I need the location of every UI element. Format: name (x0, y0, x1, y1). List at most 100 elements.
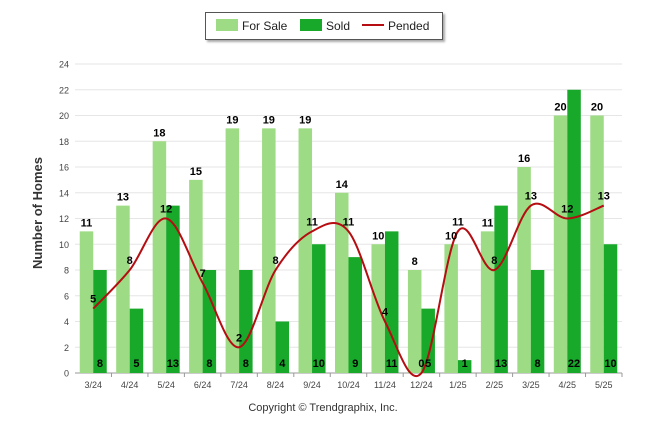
data-label-for-sale: 19 (263, 114, 275, 126)
bars (79, 89, 618, 373)
data-label-for-sale: 19 (299, 114, 311, 126)
bar-for-sale (225, 128, 240, 373)
bar-sold (348, 257, 362, 373)
bar-for-sale (371, 244, 385, 373)
bar-sold (166, 205, 180, 373)
y-tick-label: 16 (59, 163, 69, 173)
legend-swatch-sold (300, 19, 322, 31)
data-label-pended: 13 (598, 191, 610, 203)
x-tick-label: 5/24 (157, 380, 175, 390)
y-tick-label: 24 (59, 60, 69, 70)
bar-sold (494, 205, 508, 373)
data-label-sold: 5 (133, 358, 139, 370)
x-tick-label: 7/24 (230, 380, 248, 390)
bar-sold (275, 321, 290, 373)
x-tick-label: 4/25 (559, 380, 577, 390)
x-tick-label: 5/25 (595, 380, 613, 390)
legend: For Sale Sold Pended (205, 12, 443, 40)
y-tick-label: 14 (59, 188, 69, 198)
data-label-for-sale: 11 (81, 217, 93, 229)
bar-sold (312, 244, 326, 373)
data-label-sold: 8 (97, 358, 103, 370)
bar-sold (384, 231, 399, 373)
x-tick-label: 2/25 (486, 380, 504, 390)
x-tick-label: 12/24 (410, 380, 433, 390)
bar-sold (567, 89, 581, 373)
legend-swatch-for-sale (216, 19, 238, 31)
data-label-sold: 13 (167, 358, 179, 370)
data-label-pended: 12 (561, 204, 573, 216)
data-label-pended: 11 (452, 216, 464, 228)
y-tick-label: 0 (64, 369, 69, 379)
data-label-pended: 2 (236, 332, 242, 344)
x-tick-label: 9/24 (303, 380, 321, 390)
data-label-for-sale: 20 (554, 102, 566, 114)
data-label-pended: 11 (306, 216, 318, 228)
data-label-pended: 11 (343, 216, 355, 228)
data-label-pended: 8 (491, 255, 497, 267)
y-tick-label: 22 (59, 85, 69, 95)
x-tick-label: 10/24 (337, 380, 360, 390)
data-label-for-sale: 15 (190, 166, 202, 178)
data-label-sold: 8 (243, 358, 249, 370)
bar-sold (603, 244, 618, 373)
bar-for-sale (553, 115, 568, 373)
y-tick-label: 10 (59, 240, 69, 250)
data-label-for-sale: 20 (591, 102, 603, 114)
data-label-pended: 8 (127, 255, 133, 267)
bar-for-sale (262, 128, 276, 373)
bar-sold (202, 270, 217, 373)
data-label-pended: 4 (382, 307, 389, 319)
legend-swatch-pended (362, 24, 384, 26)
data-label-for-sale: 13 (117, 192, 129, 204)
bar-sold (530, 270, 545, 373)
y-tick-label: 18 (59, 137, 69, 147)
data-label-for-sale: 19 (226, 114, 238, 126)
x-tick-label: 6/24 (194, 380, 212, 390)
data-label-sold: 22 (568, 358, 580, 370)
data-label-sold: 13 (495, 358, 507, 370)
y-tick-label: 8 (64, 266, 69, 276)
bar-sold (421, 308, 435, 373)
bar-sold (93, 270, 107, 373)
bar-for-sale (116, 205, 130, 373)
y-tick-label: 2 (64, 343, 69, 353)
data-labels: 1181351813158198194191014910118510111131… (81, 102, 617, 371)
x-tick-label: 3/24 (84, 380, 102, 390)
data-label-for-sale: 11 (482, 217, 494, 229)
bar-sold (239, 270, 253, 373)
data-label-sold: 10 (313, 358, 325, 370)
bar-for-sale (189, 179, 203, 373)
data-label-pended: 5 (90, 294, 96, 306)
bar-for-sale (407, 270, 422, 373)
data-label-sold: 11 (386, 358, 398, 370)
data-label-sold: 8 (535, 358, 541, 370)
data-label-for-sale: 8 (412, 256, 418, 268)
data-label-sold: 8 (206, 358, 212, 370)
x-tick-label: 4/24 (121, 380, 139, 390)
data-label-for-sale: 14 (336, 179, 349, 191)
bar-sold (129, 308, 144, 373)
data-label-sold: 10 (604, 358, 616, 370)
data-label-sold: 5 (425, 358, 431, 370)
data-label-pended: 12 (160, 204, 172, 216)
data-label-for-sale: 16 (518, 153, 530, 165)
pended-line (92, 202, 605, 377)
legend-label-pended: Pended (388, 19, 430, 33)
legend-label-sold: Sold (326, 19, 351, 33)
x-tick-label: 3/25 (522, 380, 540, 390)
x-tick-label: 11/24 (374, 380, 396, 390)
legend-label-for-sale: For Sale (242, 19, 288, 33)
bar-for-sale (444, 244, 458, 373)
y-axis-label: Number of Homes (30, 157, 45, 269)
y-tick-label: 20 (59, 111, 69, 121)
data-label-sold: 4 (279, 358, 286, 370)
data-label-pended: 8 (273, 255, 279, 267)
bar-for-sale (590, 115, 604, 373)
copyright-footer: Copyright © Trendgraphix, Inc. (248, 402, 398, 414)
data-label-for-sale: 10 (372, 230, 384, 242)
bar-for-sale (335, 192, 349, 373)
bar-for-sale (298, 128, 313, 373)
x-axis-ticks: 3/24 4/24 5/24 6/24 7/24 8/24 9/24 10/24 11/24 12… (84, 373, 623, 390)
